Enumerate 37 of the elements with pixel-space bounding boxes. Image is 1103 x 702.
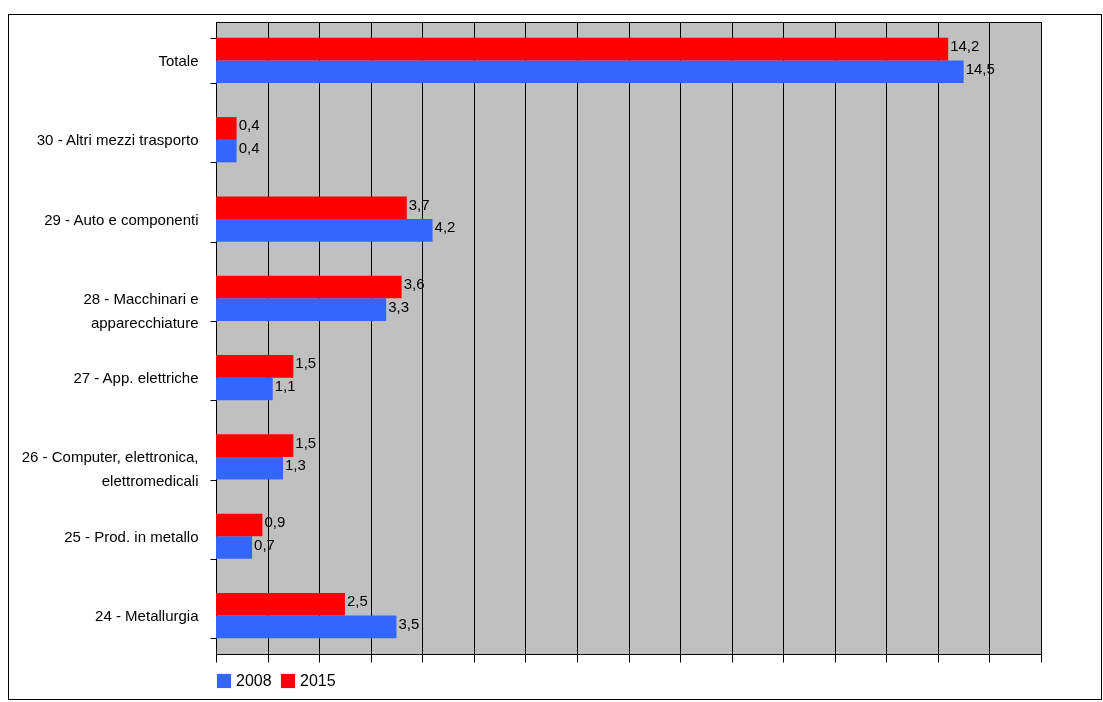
y-tick-label: 25 - Prod. in metallo xyxy=(64,527,199,545)
bar xyxy=(216,117,237,140)
bar xyxy=(216,592,345,616)
data-label: 3,3 xyxy=(388,297,410,315)
data-label: 3,5 xyxy=(398,614,420,632)
data-label: 14,2 xyxy=(950,37,980,55)
data-label: 1,3 xyxy=(285,456,306,474)
bar xyxy=(216,60,964,84)
bar xyxy=(216,456,284,480)
data-label: 1,1 xyxy=(274,376,296,394)
data-label: 0,4 xyxy=(238,139,260,157)
data-label: 1,5 xyxy=(295,433,317,451)
bar xyxy=(216,196,407,220)
y-tick-label: 30 - Altri mezzi trasporto xyxy=(36,131,199,149)
bar xyxy=(216,434,294,457)
data-label: 4,2 xyxy=(434,218,456,236)
data-label: 1,5 xyxy=(295,354,317,372)
bar xyxy=(216,219,433,242)
bar xyxy=(216,615,397,639)
data-label: 2,5 xyxy=(346,592,368,610)
bar xyxy=(216,377,273,401)
y-tick-label: 27 - App. elettriche xyxy=(73,369,199,387)
y-tick-label: 24 - Metallurgia xyxy=(95,607,200,625)
bar xyxy=(216,513,263,537)
y-tick-label: 28 - Macchinari e apparecchiature xyxy=(83,289,199,331)
y-tick-label: Totale xyxy=(158,51,199,69)
bar xyxy=(216,298,387,321)
bar xyxy=(216,536,253,559)
data-label: 0,4 xyxy=(238,116,260,134)
legend-label: 2015 xyxy=(300,672,336,689)
legend-label: 2008 xyxy=(236,672,272,689)
y-tick-label: 26 - Computer, elettronica, elettromedicali xyxy=(21,448,199,490)
bar xyxy=(216,275,402,299)
bar xyxy=(216,139,237,163)
y-tick-label: 29 - Auto e componenti xyxy=(44,210,199,228)
bar xyxy=(216,355,294,378)
bar xyxy=(216,37,949,61)
